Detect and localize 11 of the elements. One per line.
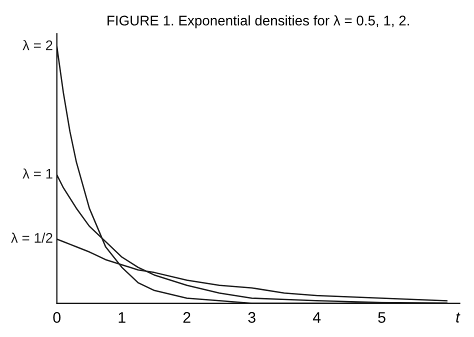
- x-tick-label: 5: [378, 312, 386, 323]
- x-axis-title: t: [456, 312, 460, 323]
- x-tick-label: 1: [118, 312, 126, 323]
- chart-title: FIGURE 1. Exponential densities for λ = 0.5, 1, 2.: [108, 15, 409, 28]
- x-tick-label: 3: [248, 312, 256, 323]
- x-tick-label: 0: [53, 312, 61, 323]
- x-tick-label: 2: [183, 312, 190, 323]
- x-tick-label: 4: [312, 312, 321, 323]
- series-label: λ = 1: [22, 168, 52, 179]
- series-label: λ = 1/2: [11, 232, 52, 243]
- series-label: λ = 2: [22, 40, 52, 50]
